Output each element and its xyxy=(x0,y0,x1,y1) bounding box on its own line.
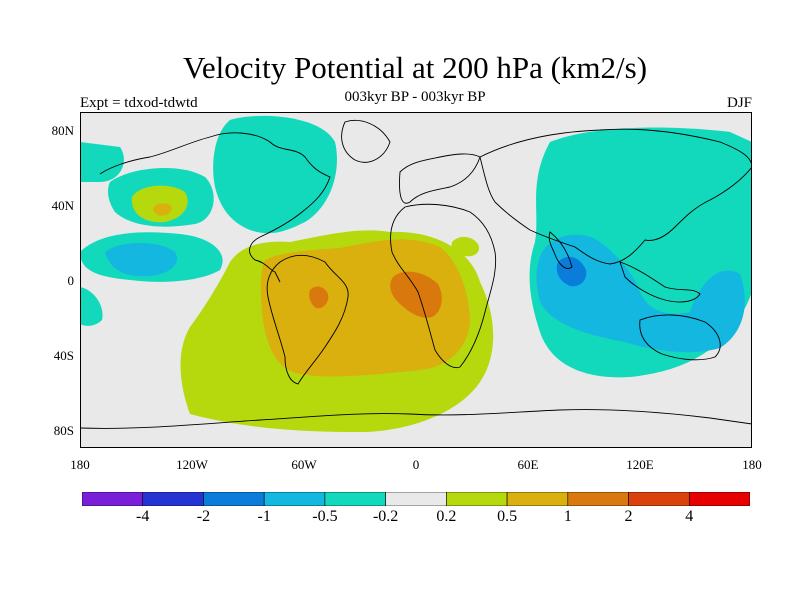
contour-pacific-blue xyxy=(105,243,178,277)
map-title: Velocity Potential at 200 hPa (km2/s) xyxy=(182,50,648,85)
colorbar-tick-label: -4 xyxy=(136,508,150,525)
colorbar-swatch xyxy=(506,492,569,506)
colorbar-swatch xyxy=(385,492,447,506)
contour-north-america-neg xyxy=(213,115,337,234)
lat-label-40n: 40N xyxy=(51,198,74,213)
colorbar-tick-label: 0.2 xyxy=(436,508,457,525)
map-subtitle: 003kyr BP - 003kyr BP xyxy=(344,89,486,105)
coastlines xyxy=(80,120,752,429)
colorbar-swatch xyxy=(567,492,629,506)
lon-label-60e: 60E xyxy=(517,457,539,472)
colorbar-swatch xyxy=(82,492,144,506)
lat-label-0: 0 xyxy=(67,273,75,288)
colorbar-swatch xyxy=(203,492,265,506)
colorbar-tick-label: 0.5 xyxy=(497,508,518,525)
coast-south-america xyxy=(266,254,349,385)
season-label: DJF xyxy=(726,95,752,111)
experiment-label: Expt = tdxod-tdwtd xyxy=(80,95,198,111)
contour-south-america-max xyxy=(309,286,329,309)
lon-label-180-right: 180 xyxy=(742,457,762,472)
coast-australia xyxy=(639,314,721,361)
lon-label-120e: 120E xyxy=(626,457,654,472)
colorbar-tick-label: -0.5 xyxy=(312,508,338,525)
contour-south-africa-pos xyxy=(451,236,480,257)
contour-left-edge-lower-neg xyxy=(80,287,103,326)
contour-indian-ocean-darkblue xyxy=(556,256,587,287)
colorbar-swatch xyxy=(263,492,326,506)
coast-europe xyxy=(399,153,481,204)
lon-label-180-left: 180 xyxy=(70,457,90,472)
contour-north-pacific-pos-core xyxy=(153,203,172,216)
colorbar-tick-label: -1 xyxy=(257,508,271,525)
colorbar-swatch xyxy=(324,492,386,506)
colorbar-tick-label: 4 xyxy=(685,508,694,525)
colorbar-swatch xyxy=(446,492,508,506)
lon-label-0: 0 xyxy=(412,457,420,472)
coast-antarctica xyxy=(80,409,752,429)
coast-india xyxy=(548,231,573,269)
contour-left-edge-neg xyxy=(80,142,124,182)
colorbar-swatch xyxy=(142,492,204,506)
coast-greenland xyxy=(341,120,391,163)
colorbar-tick-label: -0.2 xyxy=(372,508,399,525)
lat-label-80n: 80N xyxy=(51,123,74,138)
map-frame xyxy=(80,112,752,448)
colorbar-swatch xyxy=(688,492,750,506)
coast-north-america xyxy=(99,132,331,283)
coast-africa xyxy=(390,203,497,369)
coast-asia xyxy=(479,128,752,265)
lon-label-60w: 60W xyxy=(291,457,317,472)
colorbar-tick-label: -2 xyxy=(196,508,211,525)
lat-label-80s: 80S xyxy=(53,423,74,438)
contour-africa-max xyxy=(390,271,442,318)
velocity-potential-map xyxy=(80,112,752,448)
coast-southeast-asia xyxy=(619,261,701,303)
colorbar-tick-label: 2 xyxy=(624,508,633,525)
contour-indian-ocean-blue xyxy=(536,234,745,353)
colorbar-swatch xyxy=(628,492,690,506)
colorbar-tick-label: 1 xyxy=(563,508,572,525)
lat-label-40s: 40S xyxy=(53,348,74,363)
colorbar xyxy=(82,492,750,506)
lon-label-120w: 120W xyxy=(176,457,208,472)
